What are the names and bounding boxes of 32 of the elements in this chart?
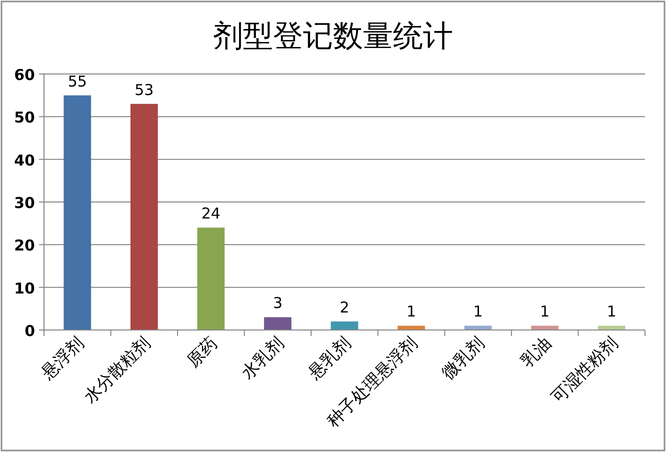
bar [598,326,626,330]
chart-title: 剂型登记数量统计 [213,19,453,54]
data-label: 2 [340,298,350,316]
data-label: 53 [134,80,154,99]
y-tick-label: 60 [14,66,35,84]
x-tick-label: 悬浮剂 [37,333,88,384]
y-tick-label: 0 [24,322,35,340]
data-label: 3 [272,294,282,312]
y-tick-label: 50 [14,108,35,127]
bar [464,326,492,330]
x-tick-label: 乳油 [517,333,556,372]
bar [330,321,358,330]
x-tick-label: 原药 [183,333,222,372]
data-label: 55 [68,72,87,90]
bar [64,95,92,330]
data-label: 1 [606,302,616,321]
data-label: 1 [473,302,483,321]
y-tick-label: 30 [14,194,35,212]
x-tick-label: 悬乳剂 [304,333,356,384]
y-tick-label: 20 [14,236,35,255]
data-label: 1 [406,302,416,321]
y-tick-label: 40 [14,151,35,170]
bar [398,326,425,330]
x-tick-label: 水乳剂 [238,333,288,384]
bar [197,228,225,330]
bar [130,104,158,330]
bar [531,326,559,330]
bar [264,317,292,330]
data-label: 24 [201,204,220,223]
y-tick-label: 10 [14,279,35,298]
data-label: 1 [540,302,550,321]
x-tick-label: 微乳剂 [438,333,489,384]
